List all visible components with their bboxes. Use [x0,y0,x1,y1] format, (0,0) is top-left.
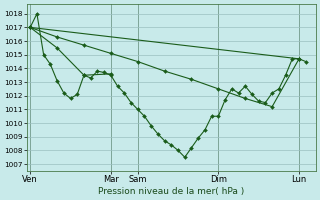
X-axis label: Pression niveau de la mer( hPa ): Pression niveau de la mer( hPa ) [98,187,244,196]
